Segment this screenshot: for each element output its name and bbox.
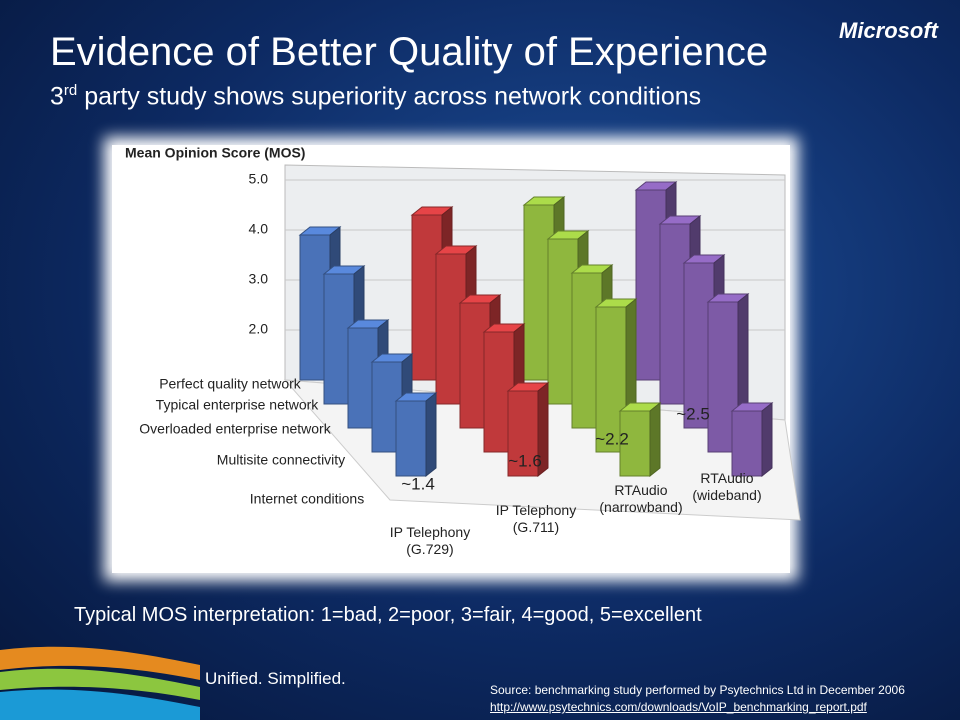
bar-front: [507, 390, 539, 477]
bar: [506, 381, 550, 478]
series-label: Typical enterprise network: [156, 397, 320, 413]
logo: Microsoft: [839, 18, 938, 43]
subtitle-superscript: rd: [63, 82, 78, 99]
annotation: ~1.6: [508, 451, 542, 470]
series-label: Multisite connectivity: [217, 452, 345, 468]
bar-side: [761, 401, 773, 478]
x-tick-label: IP Telephony (G.711): [495, 502, 577, 535]
subtitle-number: 3: [50, 82, 64, 111]
bar-side: [649, 401, 661, 478]
y-tick-label: 5.0: [249, 171, 269, 187]
x-tick-label: RTAudio (wideband): [692, 470, 762, 503]
y-tick-label: 4.0: [249, 221, 269, 237]
bar-front: [619, 410, 651, 477]
slide-title: Evidence of Better Quality of Experience: [50, 30, 769, 74]
series-label: Perfect quality network: [159, 376, 302, 392]
annotation: ~2.2: [595, 429, 629, 448]
source: Source: benchmarking study performed by …: [490, 683, 905, 697]
series-label: Internet conditions: [250, 491, 364, 507]
tagline: Unified. Simplified.: [205, 669, 346, 688]
decorative-ribbons: [0, 646, 200, 720]
bar-front: [395, 400, 427, 477]
bar-front: [731, 410, 763, 477]
x-tick-label: RTAudio (narrowband): [599, 482, 683, 515]
bar-side: [537, 381, 549, 478]
y-tick-label: 3.0: [249, 271, 269, 287]
y-tick-label: 2.0: [249, 321, 269, 337]
slide-subtitle: 3rd party study shows superiority across…: [50, 82, 701, 111]
x-tick-label: IP Telephony (G.729): [389, 524, 471, 557]
annotation: ~2.5: [676, 404, 710, 423]
bar: [730, 401, 774, 478]
bar: [618, 401, 662, 478]
bar: [394, 391, 438, 478]
y-axis-title: Mean Opinion Score (MOS): [125, 145, 305, 161]
annotation: ~1.4: [401, 474, 435, 493]
bar-side: [425, 391, 437, 478]
source-url[interactable]: http://www.psytechnics.com/downloads/VoI…: [490, 700, 867, 714]
series-label: Overloaded enterprise network: [139, 421, 331, 437]
subtitle-text: party study shows superiority across net…: [77, 82, 702, 111]
interpretation: Typical MOS interpretation: 1=bad, 2=poo…: [74, 604, 702, 626]
